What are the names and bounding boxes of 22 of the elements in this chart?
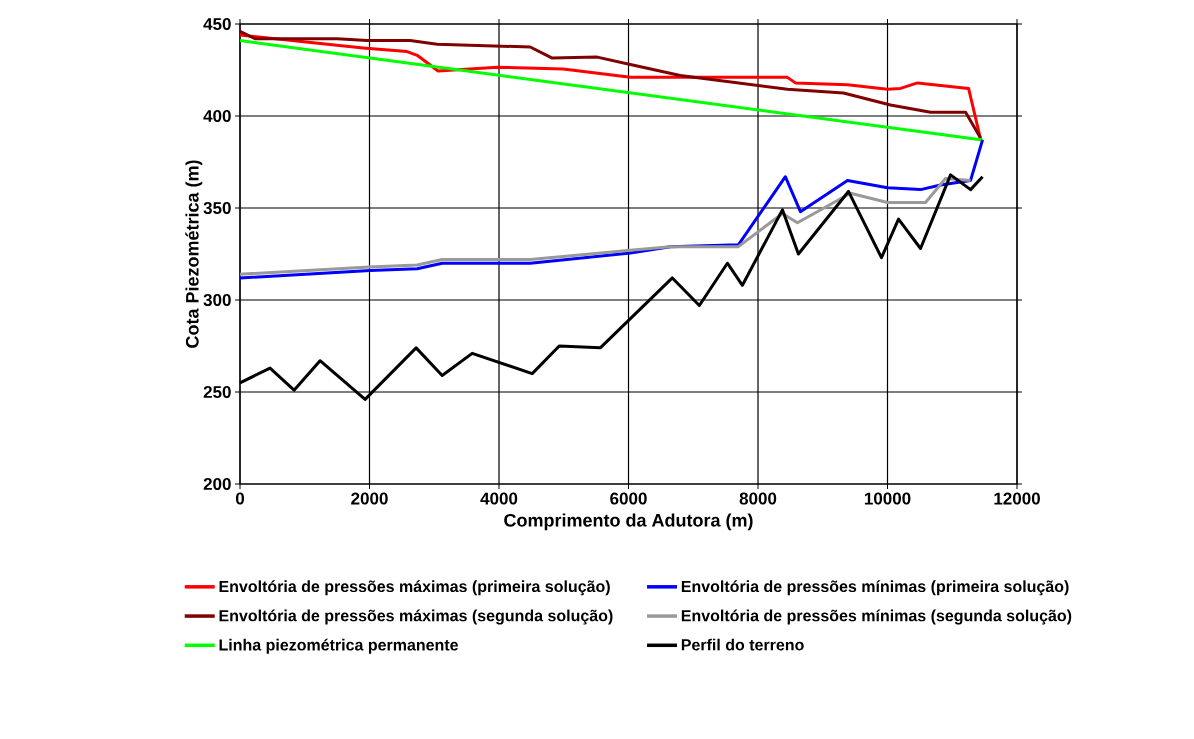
- y-tick-label: 450: [203, 17, 231, 31]
- x-tick-label: 6000: [610, 492, 647, 505]
- legend-label: Perfil do terreno: [681, 638, 804, 651]
- legend-label: Envoltória de pressões máximas (primeira solução): [219, 580, 610, 596]
- x-tick-label: 8000: [739, 492, 777, 505]
- y-tick-label: 200: [203, 477, 231, 491]
- x-axis-title: Comprimento da Adutora (m): [504, 513, 753, 531]
- x-tick-label: 0: [235, 492, 245, 505]
- legend-label: Linha piezométrica permanente: [219, 638, 458, 654]
- legend-label: Envoltória de pressões mínimas (segunda solução): [681, 609, 1072, 625]
- y-axis-title: Cota Piezométrica (m): [185, 160, 203, 348]
- y-tick-label: 350: [203, 201, 231, 215]
- legend-label: Envoltória de pressões máximas (segunda solução): [219, 609, 613, 625]
- line-series: [238, 177, 973, 276]
- x-tick-label: 2000: [351, 492, 388, 505]
- x-tick-label: 4000: [480, 492, 518, 505]
- y-tick-label: 400: [203, 109, 231, 123]
- legend-label: Envoltória de pressões mínimas (primeira solução): [681, 580, 1069, 596]
- y-tick-label: 300: [203, 293, 231, 307]
- x-tick-label: 12000: [994, 492, 1040, 505]
- x-tick-label: 10000: [864, 492, 911, 505]
- y-tick-label: 250: [203, 385, 231, 399]
